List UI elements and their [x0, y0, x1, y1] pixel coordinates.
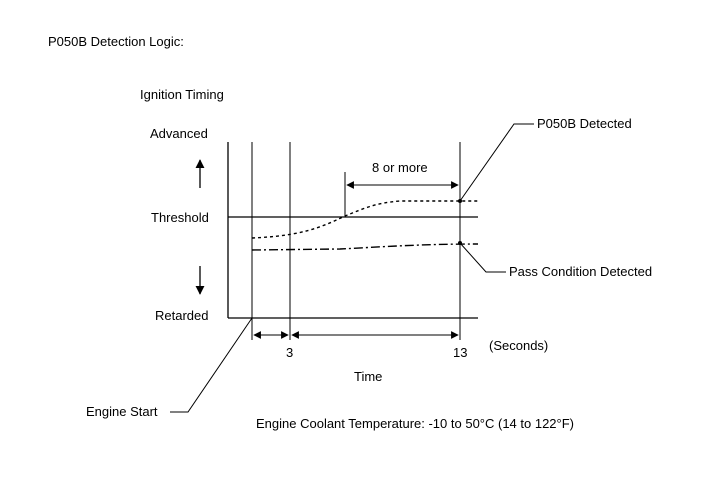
y-label-threshold: Threshold [151, 210, 209, 225]
detected-callout: P050B Detected [537, 116, 632, 131]
dotted-timing-curve [251, 200, 478, 239]
time-label-3: 3 [286, 345, 293, 360]
y-axis-label: Ignition Timing [140, 87, 224, 102]
duration-label: 8 or more [372, 160, 428, 175]
coolant-temp-note: Engine Coolant Temperature: -10 to 50°C … [256, 416, 574, 431]
y-label-advanced: Advanced [150, 126, 208, 141]
pass-leader [459, 242, 506, 273]
page-title: P050B Detection Logic: [48, 34, 184, 49]
x-axis-label: Time [354, 369, 382, 384]
y-label-retarded: Retarded [155, 308, 208, 323]
engine-start-leader [170, 317, 253, 413]
time-label-13: 13 [453, 345, 467, 360]
time-unit-label: (Seconds) [489, 338, 548, 353]
pass-callout: Pass Condition Detected [509, 264, 652, 279]
dashdot-timing-curve [251, 243, 479, 251]
engine-start-callout: Engine Start [86, 404, 158, 419]
detected-leader [459, 123, 534, 202]
